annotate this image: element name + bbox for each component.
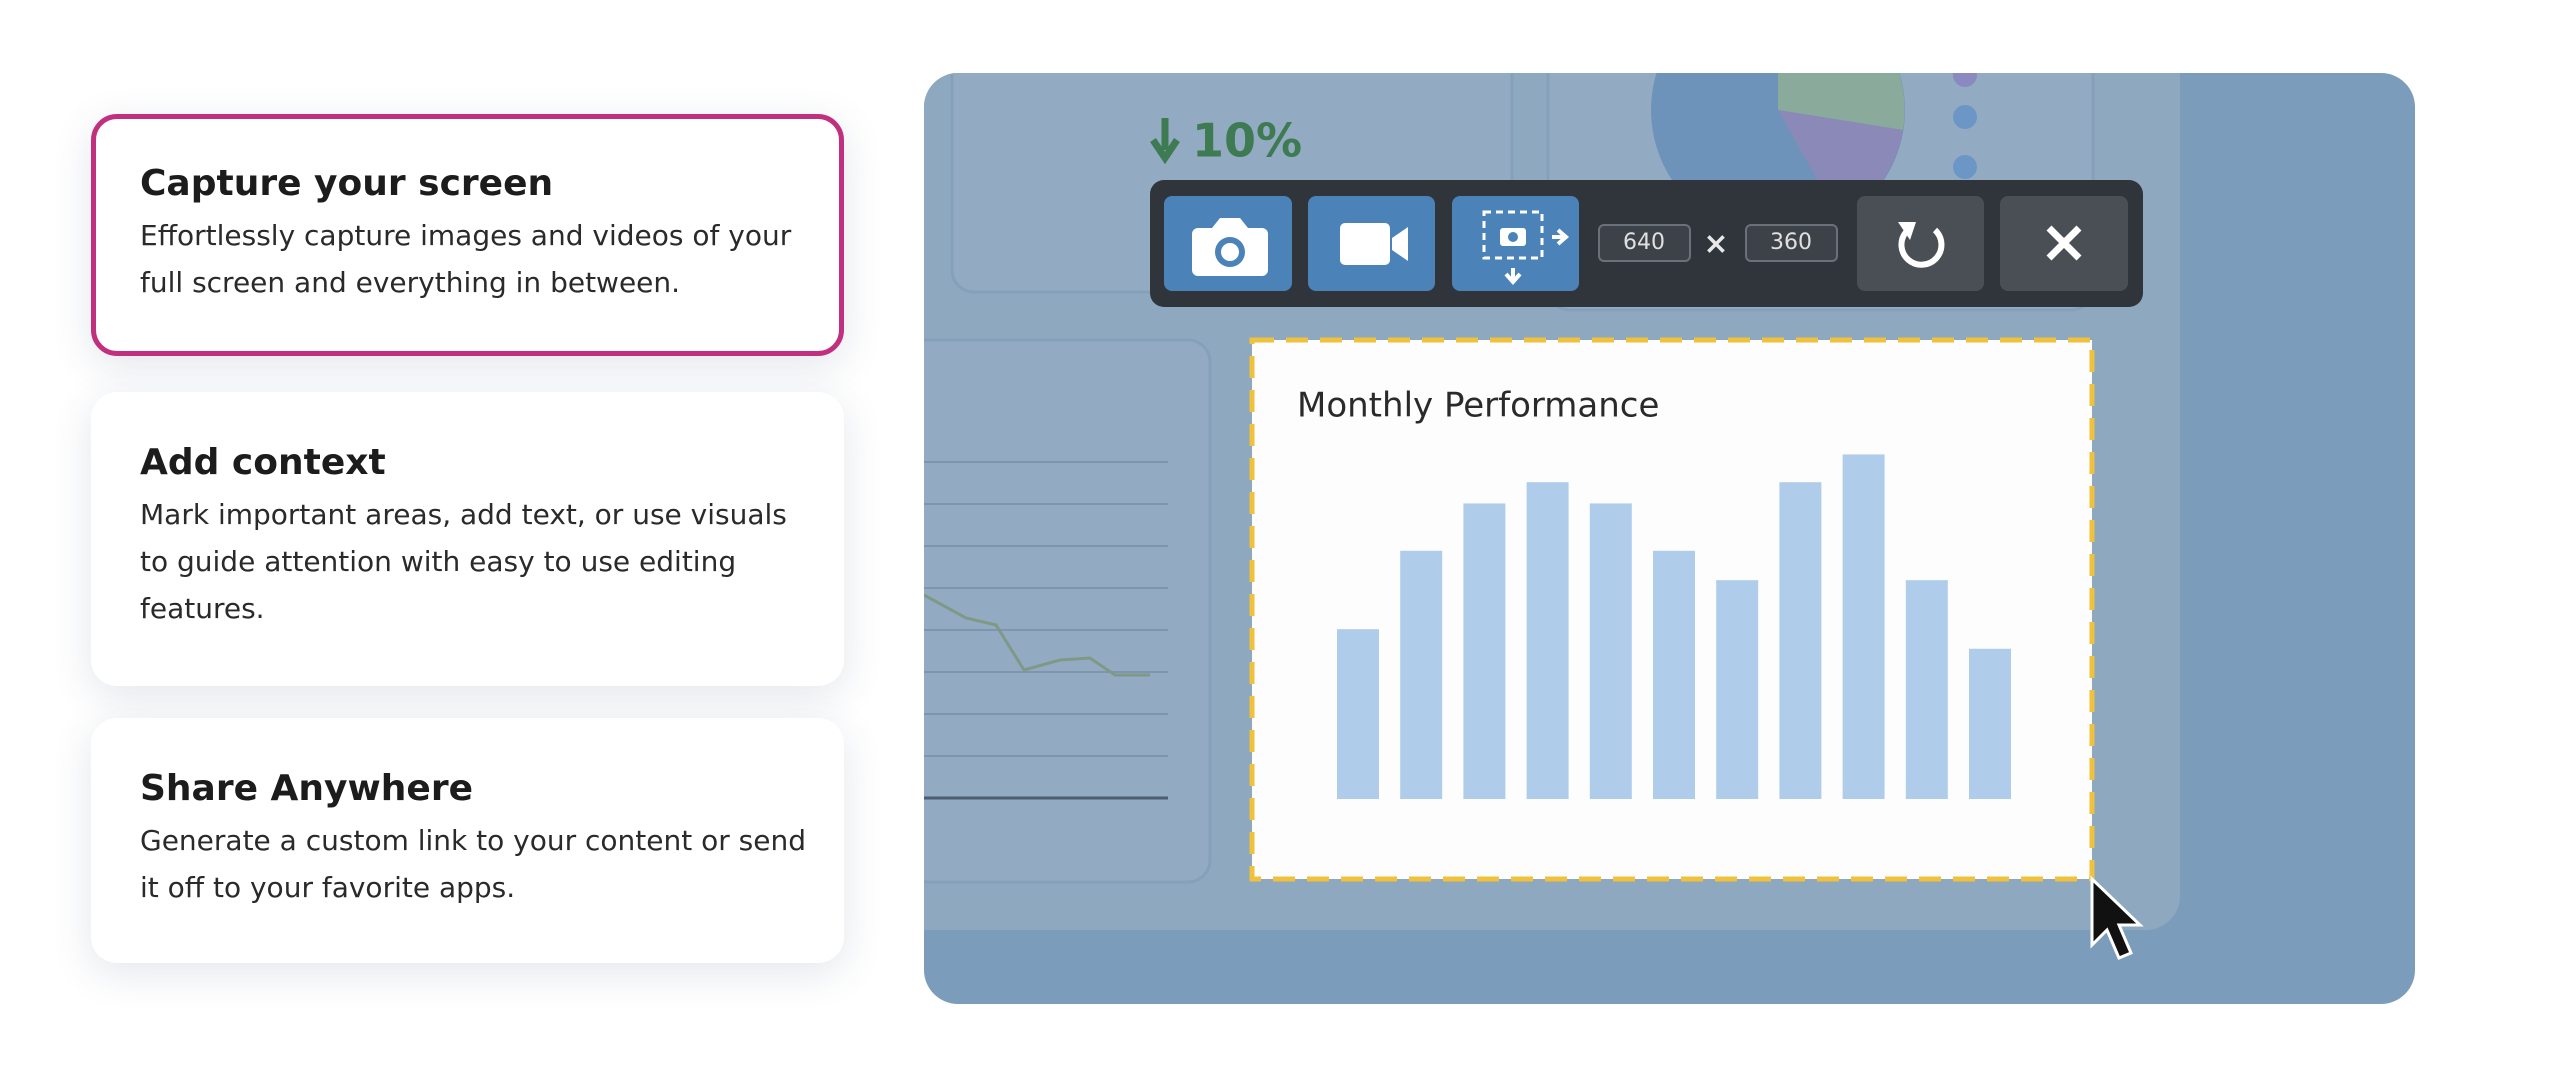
region-button[interactable] <box>1452 196 1579 291</box>
video-button[interactable] <box>1308 196 1435 291</box>
bar <box>1463 503 1506 799</box>
bar <box>1526 482 1569 799</box>
preview-bars <box>1337 454 2011 799</box>
width-value: 640 <box>1623 230 1665 255</box>
bar <box>1653 550 1695 799</box>
toolbar: 640 × 360 <box>1150 180 2143 307</box>
feature-card[interactable]: Add context Mark important areas, add tex… <box>91 392 844 686</box>
card-text: Mark important areas, add text, or use v… <box>140 498 787 625</box>
card-text: Generate a custom link to your content o… <box>140 824 807 904</box>
card-text: Effortlessly capture images and videos o… <box>140 219 792 299</box>
feature-card[interactable]: Capture your screen Effortlessly capture … <box>91 114 844 356</box>
dashboard: 10% <box>924 73 2180 930</box>
bar <box>1337 629 1379 799</box>
height-value: 360 <box>1770 230 1812 255</box>
feature-card[interactable]: Share Anywhere Generate a custom link to … <box>91 718 844 963</box>
chart-title: Monthly Performance <box>1297 386 1659 426</box>
capture-region <box>1249 337 2095 882</box>
bar <box>1969 648 2011 799</box>
camera-button[interactable] <box>1164 196 1292 291</box>
close-button[interactable] <box>2000 196 2128 291</box>
width-input[interactable] <box>1598 224 1691 262</box>
card-title: Share Anywhere <box>140 768 473 809</box>
bar <box>1716 580 1759 799</box>
bar <box>1842 454 1885 799</box>
reset-button[interactable] <box>1857 196 1984 291</box>
height-input[interactable] <box>1745 224 1838 262</box>
panel <box>924 73 2415 1004</box>
bar <box>1779 482 1822 799</box>
cursor <box>2090 875 2144 960</box>
separator: × <box>1703 227 1728 262</box>
bar <box>1400 550 1443 799</box>
card-title: Add context <box>140 442 386 483</box>
card-title: Capture your screen <box>140 163 554 204</box>
bar <box>1589 503 1632 799</box>
stat: 10% <box>1192 114 1302 168</box>
bar <box>1905 580 1948 799</box>
